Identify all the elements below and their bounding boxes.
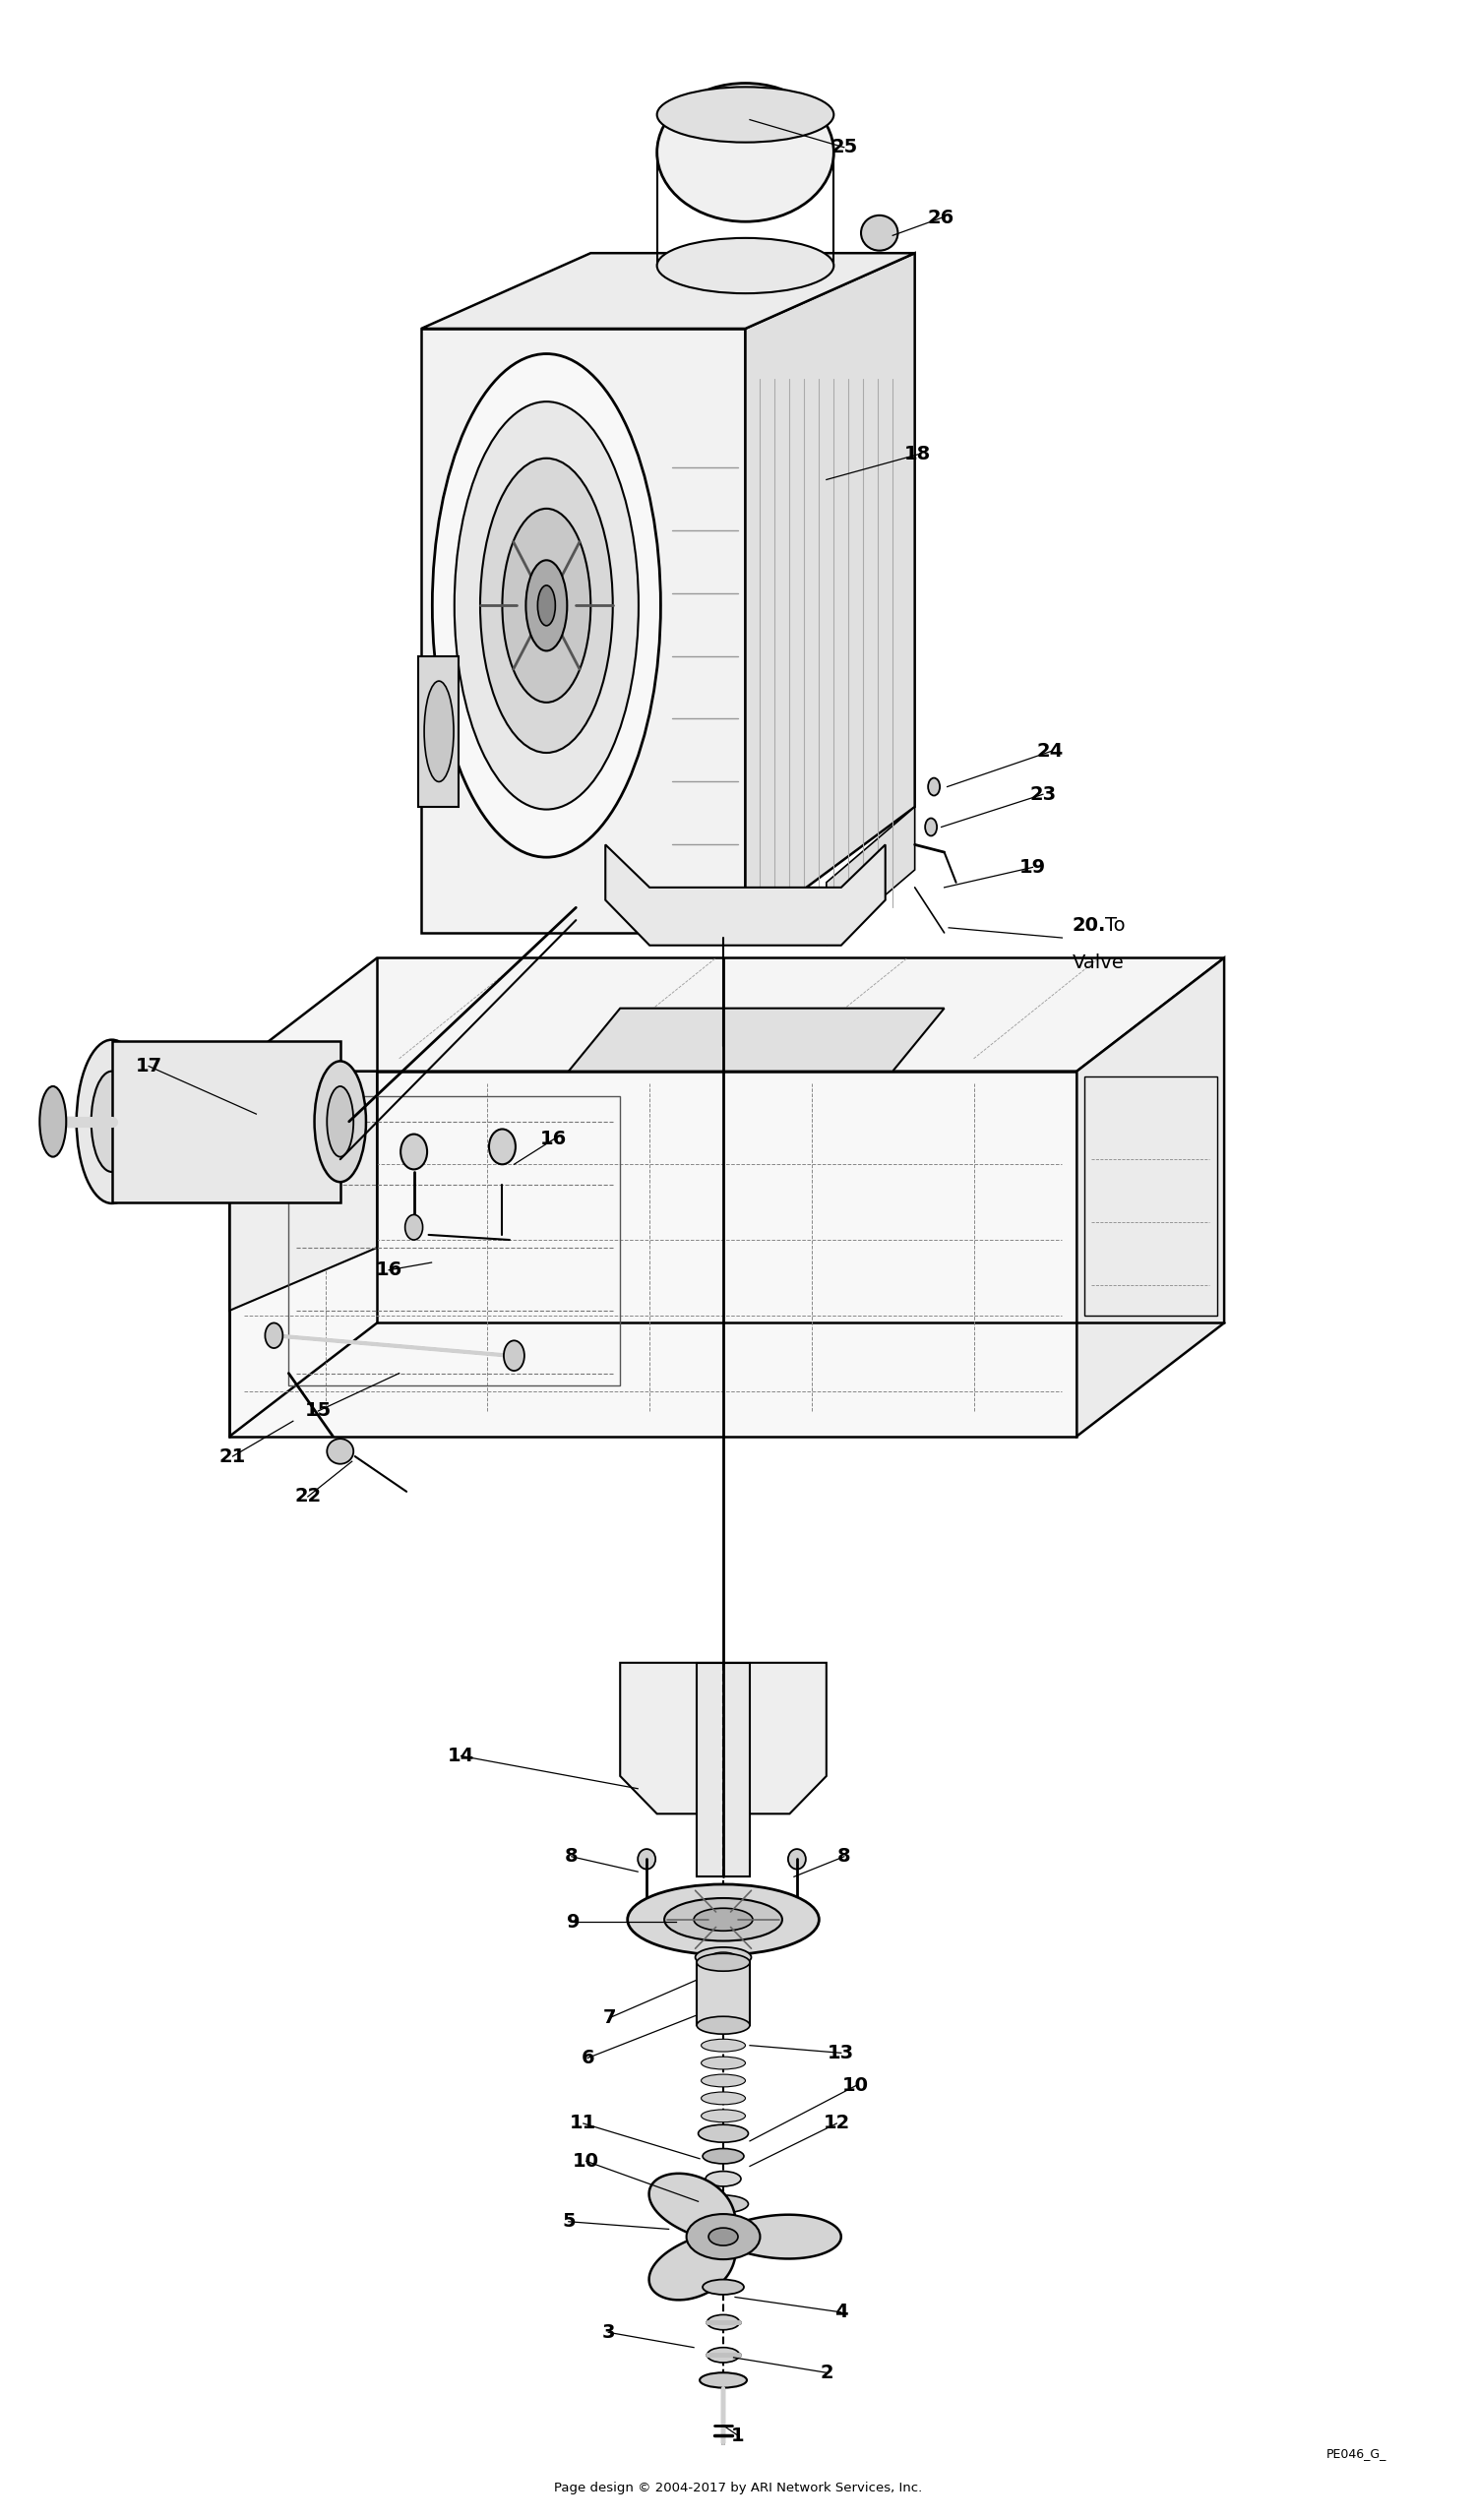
Text: 8: 8 [837, 1847, 850, 1865]
Ellipse shape [710, 1953, 737, 1963]
Text: 21: 21 [220, 1446, 246, 1467]
Ellipse shape [400, 1134, 427, 1169]
Ellipse shape [928, 779, 940, 796]
Polygon shape [418, 655, 458, 806]
Ellipse shape [503, 1341, 524, 1371]
Polygon shape [230, 958, 1224, 1071]
Ellipse shape [701, 2056, 745, 2069]
Ellipse shape [694, 1908, 753, 1930]
Text: 10: 10 [843, 2076, 869, 2094]
Ellipse shape [657, 88, 834, 141]
Text: 16: 16 [540, 1129, 567, 1149]
Ellipse shape [525, 559, 567, 650]
Polygon shape [745, 252, 915, 932]
Polygon shape [568, 1008, 945, 1071]
Ellipse shape [92, 1071, 133, 1172]
Polygon shape [1077, 958, 1224, 1436]
Polygon shape [620, 1663, 827, 1814]
Text: 9: 9 [567, 1913, 580, 1930]
Text: 8: 8 [565, 1847, 579, 1865]
Ellipse shape [701, 2109, 745, 2122]
Text: 14: 14 [447, 1746, 474, 1764]
Ellipse shape [404, 1215, 422, 1240]
Text: 19: 19 [1020, 857, 1046, 877]
Ellipse shape [627, 1885, 819, 1956]
Text: PE046_G_: PE046_G_ [1327, 2447, 1387, 2460]
Ellipse shape [638, 1850, 655, 1870]
Ellipse shape [266, 1323, 283, 1348]
Ellipse shape [703, 2150, 744, 2165]
Polygon shape [649, 2172, 841, 2301]
Text: 13: 13 [828, 2044, 855, 2061]
Ellipse shape [328, 1086, 353, 1157]
Text: 24: 24 [1038, 743, 1064, 761]
Ellipse shape [455, 401, 639, 809]
Text: Page design © 2004-2017 by ARI Network Services, Inc.: Page design © 2004-2017 by ARI Network S… [554, 2482, 922, 2495]
Text: 7: 7 [604, 2008, 617, 2026]
Ellipse shape [502, 509, 590, 703]
Text: 1: 1 [731, 2427, 745, 2444]
Ellipse shape [537, 585, 555, 625]
Ellipse shape [707, 2316, 739, 2331]
Polygon shape [827, 806, 915, 945]
Ellipse shape [686, 2215, 760, 2260]
Text: 6: 6 [582, 2049, 595, 2066]
Ellipse shape [697, 2016, 750, 2034]
Text: 11: 11 [570, 2114, 596, 2132]
Text: 17: 17 [136, 1056, 162, 1076]
Polygon shape [230, 1071, 376, 1310]
Polygon shape [421, 252, 915, 328]
Ellipse shape [701, 2092, 745, 2104]
Ellipse shape [480, 459, 613, 753]
Polygon shape [112, 1041, 341, 1202]
Text: 4: 4 [834, 2303, 847, 2321]
Ellipse shape [489, 1129, 515, 1164]
Ellipse shape [432, 353, 661, 857]
Ellipse shape [708, 2228, 738, 2245]
Polygon shape [421, 328, 745, 932]
Ellipse shape [424, 680, 453, 781]
Ellipse shape [664, 1898, 782, 1940]
Text: 20.: 20. [1073, 915, 1106, 935]
Polygon shape [230, 1071, 1077, 1436]
Text: Valve: Valve [1073, 953, 1125, 973]
Ellipse shape [77, 1041, 148, 1205]
Text: 3: 3 [602, 2323, 615, 2341]
Ellipse shape [40, 1086, 66, 1157]
Text: 2: 2 [819, 2364, 832, 2381]
Text: 12: 12 [824, 2114, 850, 2132]
Ellipse shape [701, 2074, 745, 2087]
Ellipse shape [703, 2281, 744, 2296]
Ellipse shape [657, 83, 834, 222]
Polygon shape [605, 844, 886, 945]
Text: 5: 5 [562, 2213, 576, 2230]
Text: 26: 26 [928, 209, 955, 227]
Bar [697, 1663, 750, 1877]
Text: 23: 23 [1030, 784, 1057, 804]
Ellipse shape [925, 819, 937, 837]
Ellipse shape [701, 2039, 745, 2051]
Ellipse shape [328, 1439, 353, 1464]
Text: 25: 25 [831, 139, 858, 156]
Ellipse shape [657, 237, 834, 292]
Text: 18: 18 [905, 446, 931, 464]
Text: ARI: ARI [496, 1184, 744, 1310]
Text: 22: 22 [294, 1487, 322, 1507]
Ellipse shape [706, 2172, 741, 2187]
Text: 15: 15 [304, 1401, 332, 1421]
Ellipse shape [695, 1948, 751, 1968]
Text: 16: 16 [375, 1260, 403, 1280]
Bar [1085, 1076, 1216, 1315]
Ellipse shape [697, 1953, 750, 1971]
Ellipse shape [861, 214, 897, 249]
Ellipse shape [698, 2195, 748, 2213]
Bar [697, 1963, 750, 2026]
Text: 10: 10 [573, 2152, 599, 2170]
Ellipse shape [788, 1850, 806, 1870]
Text: To: To [1106, 915, 1125, 935]
Ellipse shape [698, 2124, 748, 2142]
Ellipse shape [314, 1061, 366, 1182]
Ellipse shape [707, 2349, 739, 2364]
Ellipse shape [700, 2374, 747, 2389]
